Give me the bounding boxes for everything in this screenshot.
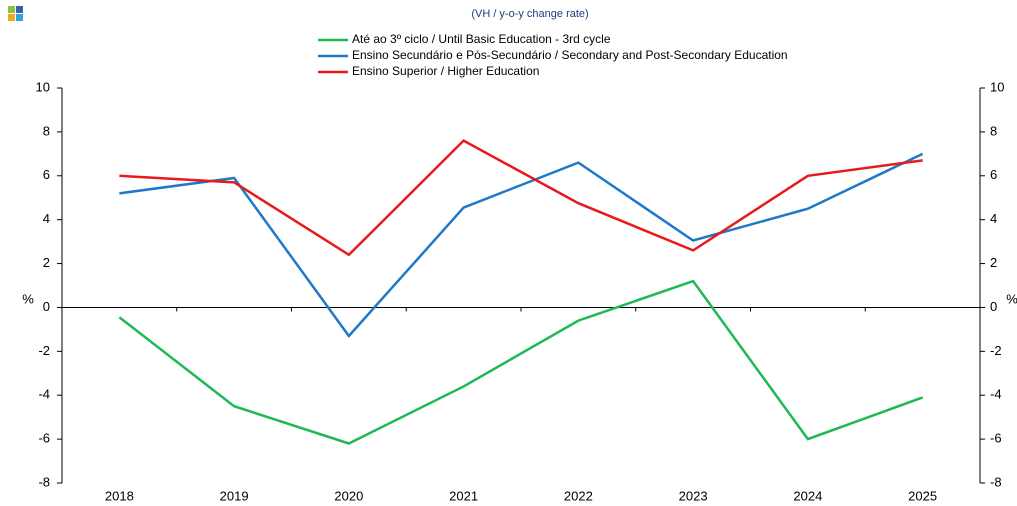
y-axis-label: % bbox=[22, 291, 34, 306]
x-tick-label: 2025 bbox=[908, 488, 937, 503]
y2-tick-label: 4 bbox=[990, 211, 997, 226]
y-tick-label: 10 bbox=[36, 79, 50, 94]
logo bbox=[8, 6, 23, 21]
y2-tick-label: 10 bbox=[990, 79, 1004, 94]
y-tick-label: -8 bbox=[38, 474, 50, 489]
y-tick-label: -6 bbox=[38, 431, 50, 446]
y-tick-label: 0 bbox=[43, 299, 50, 314]
y-tick-label: -4 bbox=[38, 387, 50, 402]
y2-tick-label: 6 bbox=[990, 167, 997, 182]
y2-tick-label: -2 bbox=[990, 343, 1002, 358]
series-line bbox=[119, 139, 923, 257]
y-tick-label: 6 bbox=[43, 167, 50, 182]
x-tick-label: 2018 bbox=[105, 488, 134, 503]
x-tick-label: 2019 bbox=[220, 488, 249, 503]
y2-tick-label: -4 bbox=[990, 387, 1002, 402]
series-line bbox=[118, 279, 924, 445]
y2-tick-label: 0 bbox=[990, 299, 997, 314]
y-tick-label: 2 bbox=[43, 255, 50, 270]
y-tick-label: 4 bbox=[43, 211, 50, 226]
x-tick-label: 2024 bbox=[793, 488, 822, 503]
legend-label: Ensino Superior / Higher Education bbox=[352, 64, 539, 78]
y2-tick-label: -6 bbox=[990, 431, 1002, 446]
series-line bbox=[119, 152, 924, 338]
y2-tick-label: 8 bbox=[990, 123, 997, 138]
x-tick-label: 2022 bbox=[564, 488, 593, 503]
x-tick-label: 2023 bbox=[679, 488, 708, 503]
y2-axis-label: % bbox=[1006, 291, 1017, 306]
y-tick-label: -2 bbox=[38, 343, 50, 358]
x-tick-label: 2021 bbox=[449, 488, 478, 503]
x-tick-label: 2020 bbox=[334, 488, 363, 503]
legend-label: Até ao 3º ciclo / Until Basic Education … bbox=[352, 32, 611, 46]
chart-subtitle: (VH / y-o-y change rate) bbox=[471, 8, 588, 20]
y2-tick-label: 2 bbox=[990, 255, 997, 270]
legend-label: Ensino Secundário e Pós-Secundário / Sec… bbox=[352, 48, 788, 62]
y2-tick-label: -8 bbox=[990, 474, 1002, 489]
y-tick-label: 8 bbox=[43, 123, 50, 138]
